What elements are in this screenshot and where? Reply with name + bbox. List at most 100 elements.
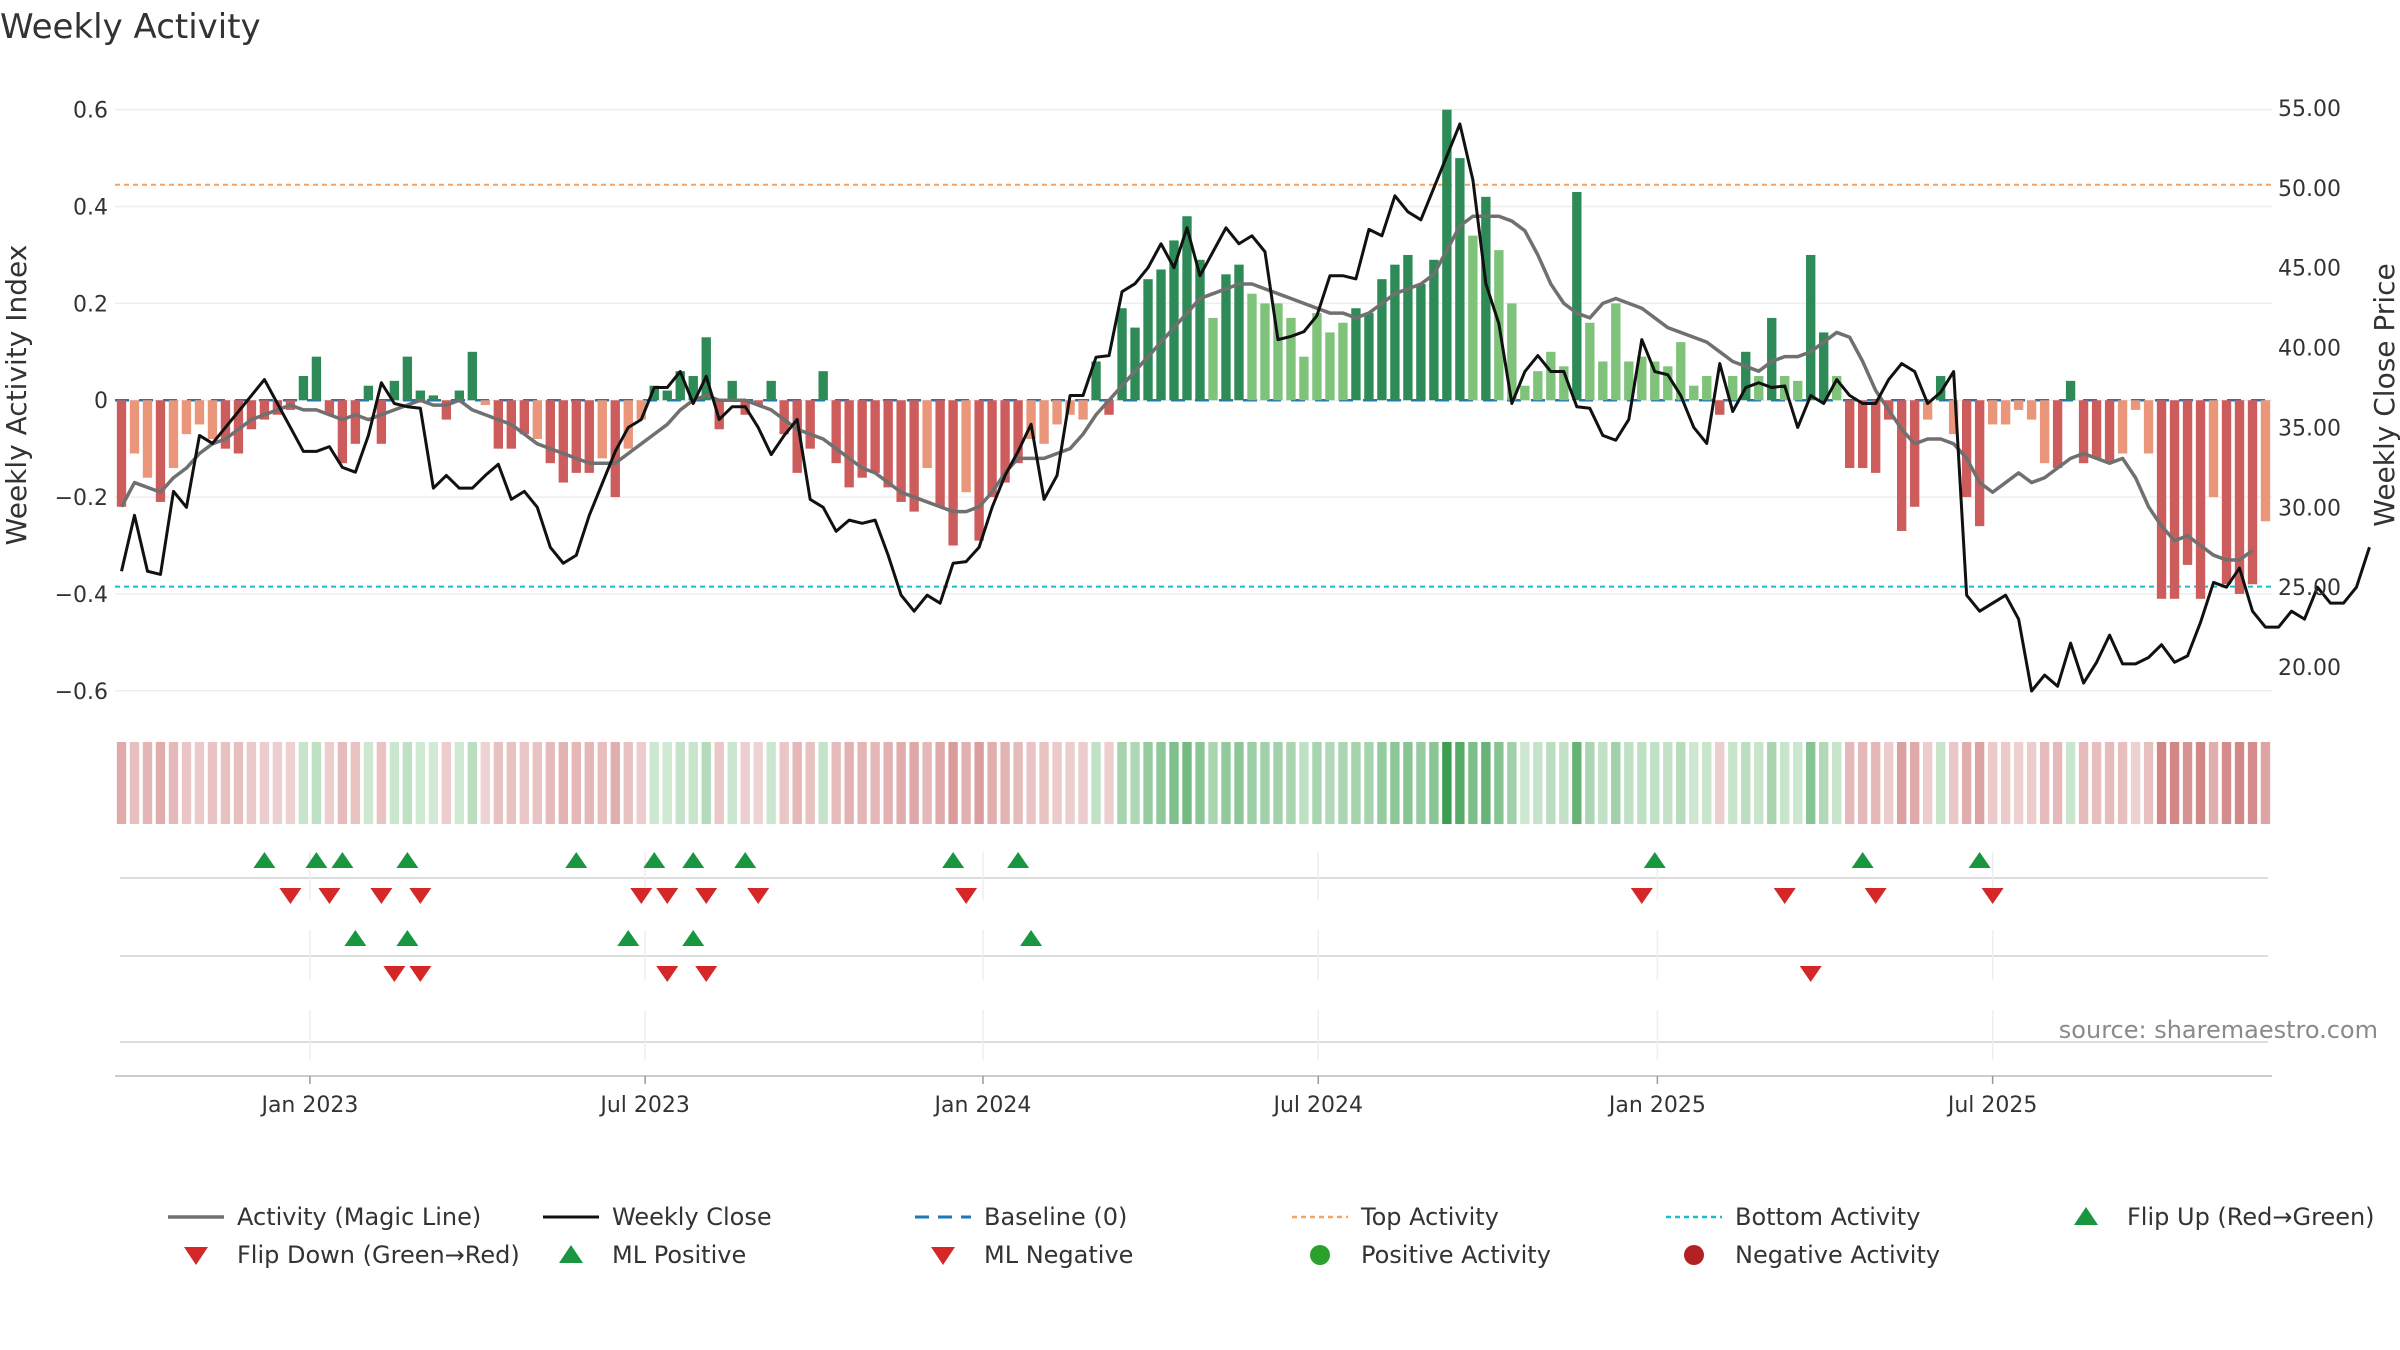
activity-bar [1169,240,1179,401]
activity-bar [1195,259,1205,401]
heatmap-cell [649,742,659,824]
flip-up-marker [1851,852,1874,868]
left-axis-ticks: 0.6 0.4 0.2 0 −0.2 −0.4 −0.6 [55,99,108,705]
activity-bar [922,400,932,469]
flip-up-marker [942,852,965,868]
activity-bar [519,400,529,435]
activity-bar [324,400,335,415]
heatmap-cell [1468,742,1478,824]
heatmap-cell [844,742,854,824]
activity-bar [207,400,218,439]
heatmap-cell [1780,742,1790,824]
heatmap-cell [1026,742,1036,824]
activity-bar [1273,303,1283,401]
flip-up-marker [643,852,666,868]
legend-item-flipup: Flip Up (Red→Green) [2074,1203,2375,1231]
heatmap-cell [1065,742,1075,824]
right-tick-label: 40.00 [2278,337,2341,362]
heatmap-cell [1260,742,1270,824]
activity-bar [415,390,426,401]
heatmap-cell [1156,742,1166,824]
activity-bar [636,400,646,420]
activity-bar [1611,303,1621,401]
activity-bar [1065,400,1075,415]
heatmap-cell [441,742,452,824]
heatmap-cell [1741,742,1751,824]
activity-bar [1416,284,1426,401]
activity-bar [1987,400,1998,425]
heatmap-cell [987,742,997,824]
flip-up-marker [1007,852,1030,868]
activity-bar [1663,366,1673,401]
activity-bar [142,400,153,478]
legend-label: Positive Activity [1361,1241,1551,1269]
heatmap-cell [896,742,906,824]
activity-bar [363,385,374,401]
chart-title: Weekly Activity [0,7,261,47]
legend-label: ML Positive [612,1241,746,1269]
flip-down-marker [695,888,718,904]
activity-bar [662,390,672,401]
ml-positive-marker [682,930,705,946]
heatmap-cell [1221,742,1231,824]
activity-bar [2013,400,2024,410]
heatmap-cell [298,742,309,824]
activity-bar [597,400,607,459]
heatmap-cell [1922,742,1933,824]
activity-bar [2234,400,2245,594]
heatmap-cell [1676,742,1686,824]
heatmap-cell [454,742,465,824]
activity-bar [1143,279,1153,401]
ml-negative-marker [695,966,718,982]
activity-bar [1117,308,1127,401]
legend-item-top: Top Activity [1292,1203,1499,1231]
activity-bar [1922,400,1933,420]
activity-bar [1806,254,1816,401]
legend: Activity (Magic Line) Weekly Close Baselin… [168,1203,2375,1269]
activity-bar [181,400,192,435]
heatmap-cell [2234,742,2245,824]
activity-bar [1234,264,1244,401]
heatmap-cell [1858,742,1868,824]
activity-bar [1286,317,1296,401]
activity-bar [389,380,400,401]
right-tick-label: 45.00 [2278,257,2341,282]
heatmap-cell [2052,742,2063,824]
heatmap-cell [1403,742,1413,824]
legend-label: Flip Up (Red→Green) [2127,1203,2375,1231]
flip-down-marker [747,888,770,904]
activity-bar [1052,400,1062,425]
activity-bar [246,400,257,430]
activity-bar [1715,400,1725,415]
heatmap-cell [1273,742,1283,824]
heatmap-cell [714,742,724,824]
heatmap-cell [1429,742,1439,824]
activity-bar [896,400,906,502]
x-tick-label: Jul 2025 [1946,1093,2038,1118]
activity-bar [831,400,841,464]
left-tick-label: −0.4 [55,583,108,608]
heatmap-cell [1715,742,1725,824]
heatmap-cell [1039,742,1049,824]
activity-bar [2078,400,2089,464]
activity-bar [935,400,945,507]
heatmap-cell [1169,742,1179,824]
heatmap-cell [870,742,880,824]
ml-negative-marker [409,966,432,982]
heatmap-cell [1364,742,1374,824]
heatmap-cell [1247,742,1257,824]
legend-item-negact: Negative Activity [1684,1241,1940,1269]
activity-bar [1767,317,1777,401]
activity-bar [1208,317,1218,401]
heatmap-cell [2143,742,2154,824]
x-tick-label: Jul 2024 [1271,1093,1363,1118]
activity-magic-line [119,214,2254,562]
heatmap-cell [1234,742,1244,824]
flip-up-marker [565,852,588,868]
activity-bar [259,400,270,420]
activity-bar [1650,361,1660,401]
activity-bar [480,400,491,406]
activity-bar [1845,400,1855,469]
activity-bar [1104,400,1114,415]
